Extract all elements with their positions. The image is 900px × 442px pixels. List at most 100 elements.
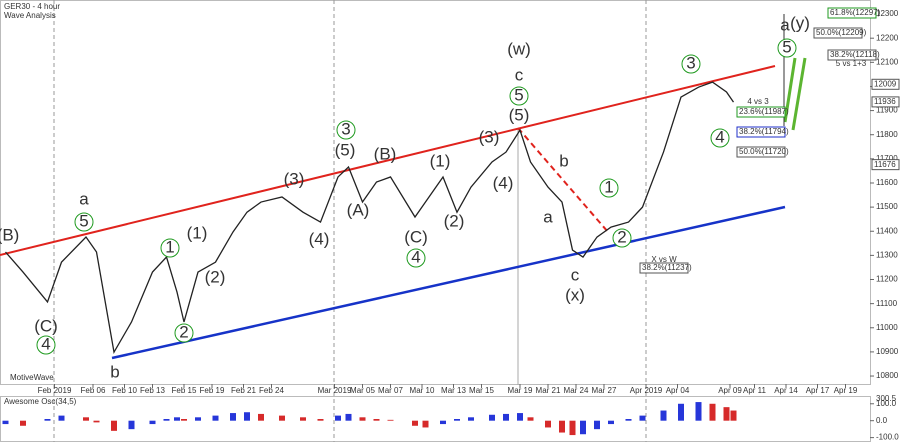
wave-label: (4) [309,229,330,248]
x-tick-label: Feb 15 [172,386,197,395]
osc-bar [373,419,380,421]
osc-bar [454,419,460,421]
fib-label: 50.0%(12209) [816,28,867,37]
osc-bar [468,417,474,421]
osc-bar [230,413,236,421]
x-tick-label: Apr 2019 [630,386,663,395]
osc-bar [723,407,730,421]
x-tick-label: Apr 19 [834,386,858,395]
wave-label: 4 [715,127,724,146]
y-tick-label: 100.0 [876,399,897,408]
x-tick-label: Apr 17 [806,386,830,395]
y-tick-label: 12300 [876,9,899,18]
osc-bar [345,413,352,421]
period-separators [53,0,647,442]
projection-arrows [783,57,807,131]
y-tick-label: 10800 [876,371,899,380]
osc-bar [174,417,180,421]
osc-bar [44,419,51,421]
fib-box [736,106,786,118]
wave-label: (3) [479,127,500,146]
fib-label: 38.2%(11237) [642,263,692,272]
osc-bar [279,415,285,421]
osc-bar [503,413,509,421]
wave-label: (2) [205,267,226,286]
wave-circle [777,38,797,58]
channel-lower [111,205,786,360]
osc-bar [422,420,429,428]
price-marker-box [871,159,900,171]
x-tick-label: Mar 05 [350,386,375,395]
wave-label: 3 [341,119,350,138]
wave-circle [174,323,194,343]
fib-label: 50.0%(11720) [739,147,789,156]
wave-label: c [515,65,524,84]
x-tick-label: Feb 13 [140,386,165,395]
wave-label: 5 [79,211,88,230]
fib-box [813,27,863,39]
note: 5 vs 1+3 [836,59,867,68]
x-tick-label: Feb 21 [231,386,256,395]
osc-bar [387,419,394,421]
fib-box [736,126,786,138]
y-tick-label: 11900 [876,106,898,115]
fib-box [736,146,786,158]
y-tick-label: -100.0 [876,433,899,442]
wave-label: 2 [179,322,188,341]
wave-circle [681,54,701,74]
y-tick-label: 11800 [876,130,898,139]
wave-label: a [79,189,89,208]
osc-bar [2,420,9,425]
osc-bar [212,415,219,421]
wave-label: (A) [347,200,370,219]
note: X vs W [651,255,677,264]
fib-label: 23.6%(11987) [739,107,789,116]
wave-circle [612,228,632,248]
y-tick-label: 11200 [876,275,898,284]
wave-label: (y) [790,13,810,32]
osc-bar [317,419,324,421]
wave-circle [599,178,619,198]
osc-bar [625,419,632,421]
y-tick-label: 10900 [876,347,899,356]
fib-label: 38.2%(11794) [739,127,789,136]
y-tick-label: 11700 [876,154,898,163]
osc-bar [195,417,201,421]
wave-label: 4 [411,247,420,266]
wave-label: 2 [617,227,626,246]
wave-circle [710,128,730,148]
y-tick-label: 11400 [876,226,898,235]
price-line [5,81,735,355]
channel-upper [0,65,776,256]
osc-bar [258,413,264,421]
wave-circle [160,238,180,258]
wave-circle [406,248,426,268]
wave-label: b [110,362,119,381]
wave-label: (B) [0,225,19,244]
osc-bar [709,403,716,421]
y-tick-label: 12200 [876,33,899,42]
price-marker-label: 11676 [874,160,896,169]
x-tick-label: Mar 27 [592,386,617,395]
osc-bar [93,420,100,423]
wave-label: (1) [187,223,208,242]
wave-label: (w) [507,39,531,58]
x-tick-label: Mar 21 [536,386,561,395]
x-tick-label: Mar 24 [564,386,589,395]
osc-bar [545,420,551,428]
y-tick-label: 11500 [876,202,898,211]
osc-bar [149,420,156,425]
osc-bar [111,420,117,431]
x-tick-label: Mar 2019 [318,386,352,395]
wave-label: 5 [514,85,523,104]
osc-bar [517,413,523,421]
osc-bar [678,403,684,421]
osc-bar [695,402,702,421]
y-tick-label: 11100 [876,299,898,308]
fib-box [639,262,689,274]
wave-circle [74,212,94,232]
osc-bar [639,415,646,421]
osc-bar [58,415,65,421]
